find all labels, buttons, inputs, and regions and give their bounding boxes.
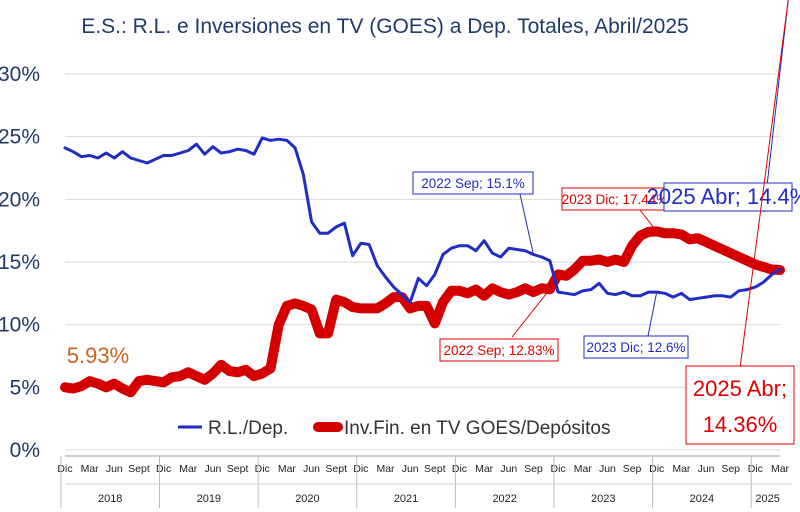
leader-blue-2025 <box>763 0 789 213</box>
x-month-label: Jun <box>698 463 715 475</box>
legend-label-inv-fin-goes: Inv.Fin. en TV GOES/Depósitos <box>344 418 610 439</box>
x-month-label: Dic <box>57 463 72 475</box>
leader-red-2022 <box>511 288 551 338</box>
x-month-label: Dic <box>452 463 467 475</box>
x-month-label: Dic <box>353 463 368 475</box>
annotation-box-red-2022 <box>439 338 559 362</box>
annotation-box-blue-2025 <box>663 182 793 212</box>
x-month-label: Jun <box>402 463 419 475</box>
x-month-label: Jun <box>106 463 123 475</box>
annotation-red-2023: 2023 Dic; 17.44% <box>562 192 669 207</box>
x-year-label: 2021 <box>394 493 418 505</box>
annotation-blue-2025: 2025 Abr; 14.4% <box>647 184 800 209</box>
x-month-label: Sep <box>524 463 543 475</box>
annotation-box-blue-2023 <box>583 335 689 359</box>
annotation-box-red-2025 <box>685 365 795 445</box>
annotation-red-2022: 2022 Sep; 12.83% <box>443 343 554 358</box>
y-tick-label: 10% <box>0 314 40 337</box>
x-year-label: 2024 <box>690 493 714 505</box>
y-tick-label: 15% <box>0 251 40 274</box>
leader-blue-2022 <box>519 193 534 255</box>
x-month-label: Sept <box>128 463 150 475</box>
x-month-label: Mar <box>672 463 691 475</box>
y-tick-label: 5% <box>10 376 40 399</box>
annotation-box-blue-2022 <box>412 171 534 195</box>
x-month-label: Mar <box>376 463 395 475</box>
x-month-label: Dic <box>156 463 171 475</box>
y-tick-label: 30% <box>0 63 40 86</box>
annotation-blue-2023: 2023 Dic; 12.6% <box>586 340 685 355</box>
y-tick-label: 25% <box>0 126 40 149</box>
y-tick-label: 0% <box>10 439 40 462</box>
x-month-label: Jun <box>599 463 616 475</box>
annotation-red-2025-b: 14.36% <box>703 412 778 437</box>
x-month-label: Sept <box>325 463 347 475</box>
x-year-label: 2022 <box>492 493 516 505</box>
y-tick-label: 20% <box>0 188 40 211</box>
x-month-label: Dic <box>649 463 664 475</box>
x-month-label: Dic <box>551 463 566 475</box>
x-month-label: Dic <box>748 463 763 475</box>
x-month-label: Sep <box>623 463 642 475</box>
x-month-label: Sep <box>721 463 740 475</box>
x-month-label: Mar <box>574 463 593 475</box>
annotations: 5.93% 2022 Sep; 15.1% 2022 Sep; 12.83% 2023… <box>67 0 800 445</box>
x-year-label: 2023 <box>591 493 615 505</box>
leader-blue-2023 <box>647 291 658 337</box>
x-month-label: Mar <box>179 463 198 475</box>
x-month-label: Jun <box>303 463 320 475</box>
x-month-label: Mar <box>81 463 100 475</box>
annotation-red-2025-a: 2025 Abr; <box>693 376 787 401</box>
x-month-label: Sept <box>227 463 249 475</box>
x-month-label: Sept <box>424 463 446 475</box>
chart-title: E.S.: R.L. e Inversiones en TV (GOES) a … <box>81 15 688 38</box>
x-month-label: Mar <box>278 463 297 475</box>
y-axis: 0% 5% 10% 15% 20% 25% 30% <box>0 63 40 462</box>
x-month-label: Mar <box>771 463 790 475</box>
x-month-label: Dic <box>255 463 270 475</box>
annotation-blue-2022: 2022 Sep; 15.1% <box>421 176 525 191</box>
x-axis: Dic Mar Jun Sept Dic Mar Jun Sept Dic Mar Jun Sept D… <box>57 455 792 508</box>
series-lines <box>60 136 785 398</box>
series-line-inv-fin-goes <box>60 226 785 398</box>
legend-label-rl-dep: R.L./Dep. <box>208 418 288 439</box>
x-month-label: Jun <box>500 463 517 475</box>
x-year-label: 2025 <box>755 493 779 505</box>
leader-red-2023 <box>639 209 658 232</box>
gridlines <box>65 73 780 451</box>
x-year-label: 2020 <box>295 493 319 505</box>
legend: R.L./Dep. Inv.Fin. en TV GOES/Depósitos <box>178 418 610 439</box>
x-month-label: Jun <box>204 463 221 475</box>
series-line-rl-dep <box>63 136 782 304</box>
x-month-label: Mar <box>475 463 494 475</box>
x-year-label: 2018 <box>98 493 122 505</box>
annotation-start-red: 5.93% <box>67 343 129 368</box>
leader-red-2025-a <box>739 0 789 369</box>
x-year-label: 2019 <box>197 493 221 505</box>
